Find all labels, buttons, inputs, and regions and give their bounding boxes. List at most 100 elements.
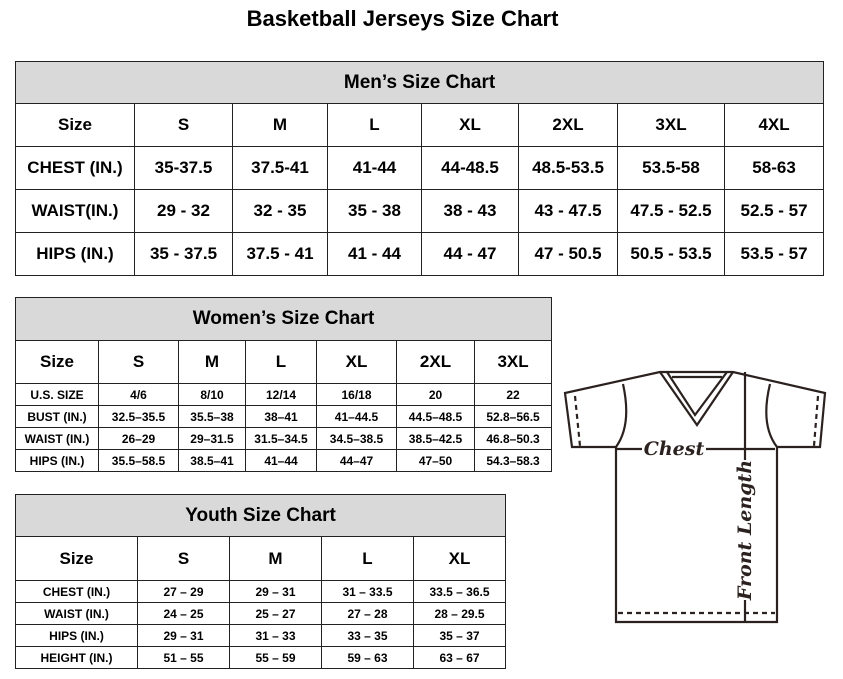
table-row: HIPS (IN.) 35 - 37.5 37.5 - 41 41 - 44 44 - … <box>15 232 825 276</box>
cell: 8/10 <box>178 383 246 406</box>
cell: 41–44 <box>245 449 317 472</box>
cell: 38–41 <box>245 405 317 428</box>
table-row: WAIST (IN.) 26–29 29–31.5 31.5–34.5 34.5–38.… <box>15 427 553 450</box>
cell: 47–50 <box>396 449 475 472</box>
cell: S <box>98 340 179 384</box>
collar <box>659 371 734 427</box>
shirt-outline <box>563 370 827 624</box>
cell: 32 - 35 <box>232 189 328 233</box>
cell: 31 – 33.5 <box>321 580 414 603</box>
cell: M <box>232 103 328 147</box>
row-label: Size <box>15 103 135 147</box>
row-label: BUST (IN.) <box>15 405 99 428</box>
cell: 32.5–35.5 <box>98 405 179 428</box>
cell: 33.5 – 36.5 <box>412 580 507 603</box>
cell: 44.5–48.5 <box>396 405 475 428</box>
cell: 37.5-41 <box>232 146 328 190</box>
cell: 35 - 37.5 <box>134 232 233 276</box>
table-row: U.S. SIZE 4/6 8/10 12/14 16/18 20 22 <box>15 383 553 406</box>
page-title: Basketball Jerseys Size Chart <box>246 6 559 31</box>
cell: XL <box>421 103 519 147</box>
cell: 22 <box>473 383 553 406</box>
header-row: Size S M L XL 2XL 3XL 4XL <box>15 103 825 147</box>
mens-table-title: Men’s Size Chart <box>14 61 825 104</box>
cell: 44 - 47 <box>421 232 519 276</box>
table-row: CHEST (IN.) 35-37.5 37.5-41 41-44 44-48.5 48.… <box>15 146 825 190</box>
cell: 53.5-58 <box>617 146 725 190</box>
cell: 20 <box>396 383 475 406</box>
cell: 31 – 33 <box>229 624 322 647</box>
row-label: Size <box>15 536 138 581</box>
row-label: WAIST (IN.) <box>15 427 99 450</box>
cell: 2XL <box>518 103 618 147</box>
row-label: HIPS (IN.) <box>15 232 135 276</box>
row-label: HEIGHT (IN.) <box>15 646 138 669</box>
cell: 47.5 - 52.5 <box>617 189 725 233</box>
cell: 35-37.5 <box>134 146 233 190</box>
cell: 35.5–38 <box>178 405 246 428</box>
cell: 48.5-53.5 <box>518 146 618 190</box>
cell: 53.5 - 57 <box>723 232 825 276</box>
cell: L <box>321 536 414 581</box>
cell: 35.5–58.5 <box>98 449 179 472</box>
table-row: WAIST (IN.) 24 – 25 25 – 27 27 – 28 28 – 29.… <box>15 602 507 625</box>
row-label: WAIST(IN.) <box>15 189 135 233</box>
cell: 24 – 25 <box>137 602 230 625</box>
cell: 29 – 31 <box>137 624 230 647</box>
table-row: CHEST (IN.) 27 – 29 29 – 31 31 – 33.5 33.5 –… <box>15 580 507 603</box>
cell: L <box>245 340 317 384</box>
cell: 41-44 <box>327 146 422 190</box>
row-label: U.S. SIZE <box>15 383 99 406</box>
cell: 26–29 <box>98 427 179 450</box>
cell: 3XL <box>473 340 553 384</box>
cell: S <box>134 103 233 147</box>
row-label: Size <box>15 340 99 384</box>
cell: 37.5 - 41 <box>232 232 328 276</box>
cell: 27 – 29 <box>137 580 230 603</box>
cell: L <box>327 103 422 147</box>
cell: 55 – 59 <box>229 646 322 669</box>
cell: 34.5–38.5 <box>316 427 397 450</box>
mens-size-table: Men’s Size Chart Size S M L XL 2XL 3XL 4XL CHEST… <box>14 61 825 276</box>
cell: 35 - 38 <box>327 189 422 233</box>
cell: 27 – 28 <box>321 602 414 625</box>
youth-size-table: Youth Size Chart Size S M L XL CHEST (IN.) 27 … <box>14 494 507 669</box>
cell: 29 - 32 <box>134 189 233 233</box>
header-row: Size S M L XL <box>15 536 507 581</box>
table-row: HIPS (IN.) 29 – 31 31 – 33 33 – 35 35 – 37 <box>15 624 507 647</box>
row-label: HIPS (IN.) <box>15 449 99 472</box>
chest-label: Chest <box>644 438 705 460</box>
cell: M <box>229 536 322 581</box>
cell: 29 – 31 <box>229 580 322 603</box>
cell: 31.5–34.5 <box>245 427 317 450</box>
cell: 54.3–58.3 <box>473 449 553 472</box>
cell: 59 – 63 <box>321 646 414 669</box>
cell: 51 – 55 <box>137 646 230 669</box>
table-row: HIPS (IN.) 35.5–58.5 38.5–41 41–44 44–47 47–5… <box>15 449 553 472</box>
cell: 4/6 <box>98 383 179 406</box>
cell: 35 – 37 <box>412 624 507 647</box>
cell: 52.8–56.5 <box>473 405 553 428</box>
cell: 41 - 44 <box>327 232 422 276</box>
cell: 2XL <box>396 340 475 384</box>
cell: 52.5 - 57 <box>723 189 825 233</box>
table-row: HEIGHT (IN.) 51 – 55 55 – 59 59 – 63 63 – 67 <box>15 646 507 669</box>
row-label: WAIST (IN.) <box>15 602 138 625</box>
cell: 50.5 - 53.5 <box>617 232 725 276</box>
row-label: CHEST (IN.) <box>15 146 135 190</box>
cell: XL <box>412 536 507 581</box>
cell: 43 - 47.5 <box>518 189 618 233</box>
armhole-lines <box>615 383 778 448</box>
jersey-diagram: Chest Front Length <box>563 370 827 624</box>
cell: 58-63 <box>723 146 825 190</box>
table-row: WAIST(IN.) 29 - 32 32 - 35 35 - 38 38 - 43 43… <box>15 189 825 233</box>
womens-size-table: Women’s Size Chart Size S M L XL 2XL 3XL U.S. S… <box>14 297 553 472</box>
cell: 12/14 <box>245 383 317 406</box>
cell: 33 – 35 <box>321 624 414 647</box>
row-label: HIPS (IN.) <box>15 624 138 647</box>
row-label: CHEST (IN.) <box>15 580 138 603</box>
cell: 44-48.5 <box>421 146 519 190</box>
cell: 46.8–50.3 <box>473 427 553 450</box>
cell: 28 – 29.5 <box>412 602 507 625</box>
womens-table-title: Women’s Size Chart <box>14 297 553 341</box>
